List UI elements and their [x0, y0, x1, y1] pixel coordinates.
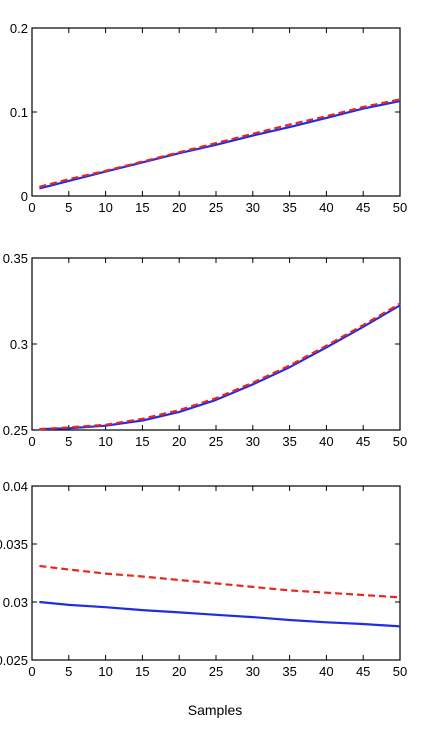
- x-tick-label: 0: [28, 434, 35, 449]
- x-tick-label: 0: [28, 200, 35, 215]
- x-tick-label: 25: [209, 200, 223, 215]
- y-tick-label: 0.2: [10, 21, 28, 36]
- series-line-solid-blue: [39, 304, 401, 431]
- x-tick-label: 50: [393, 664, 407, 679]
- y-tick-label: 0.035: [0, 537, 28, 552]
- x-tick-label: 40: [319, 200, 333, 215]
- x-tick-label: 15: [135, 200, 149, 215]
- x-axis-label-samples: Samples: [188, 702, 242, 718]
- x-tick-label: 30: [246, 200, 260, 215]
- x-tick-label: 5: [65, 664, 72, 679]
- x-tick-label: 50: [393, 434, 407, 449]
- x-tick-label: 10: [98, 434, 112, 449]
- series-line-solid-blue: [39, 600, 401, 628]
- x-tick-label: 40: [319, 434, 333, 449]
- x-tick-label: 45: [356, 434, 370, 449]
- chart-panel-2: 0 5 10 15 20 25 30 35 40 45 50 0.25 0.3 0.35: [3, 251, 408, 449]
- y-tick-label: 0.3: [10, 337, 28, 352]
- x-tick-label: 15: [135, 434, 149, 449]
- x-tick-label: 30: [246, 434, 260, 449]
- x-tick-label: 45: [356, 200, 370, 215]
- x-tick-label: 5: [65, 200, 72, 215]
- x-tick-label: 25: [209, 434, 223, 449]
- x-tick-label: 0: [28, 664, 35, 679]
- x-tick-label: 20: [172, 664, 186, 679]
- y-tick-label: 0.03: [3, 595, 28, 610]
- x-tick-label: 15: [135, 664, 149, 679]
- series-line-solid-blue: [39, 100, 401, 190]
- series-line-dashed-red: [39, 302, 401, 431]
- y-tick-label: 0.25: [3, 423, 28, 438]
- x-tick-label: 20: [172, 434, 186, 449]
- x-tick-label: 45: [356, 664, 370, 679]
- x-tick-label: 35: [282, 664, 296, 679]
- x-tick-label: 35: [282, 434, 296, 449]
- y-tick-label: 0.025: [0, 653, 28, 668]
- x-tick-label: 10: [98, 200, 112, 215]
- chart-panel-1: 0 5 10 15 20 25 30 35 40 45 50 0 0.1 0.2: [10, 21, 407, 215]
- series-line-dashed-red: [39, 564, 401, 599]
- y-tick-label: 0.1: [10, 105, 28, 120]
- y-tick-label: 0.04: [3, 479, 28, 494]
- x-tick-label: 5: [65, 434, 72, 449]
- x-tick-label: 35: [282, 200, 296, 215]
- y-tick-label: 0: [21, 189, 28, 204]
- y-tick-label: 0.35: [3, 251, 28, 266]
- plot-frame: [31, 485, 401, 661]
- x-tick-label: 30: [246, 664, 260, 679]
- x-tick-label: 25: [209, 664, 223, 679]
- x-tick-label: 20: [172, 200, 186, 215]
- x-tick-label: 50: [393, 200, 407, 215]
- x-tick-label: 40: [319, 664, 333, 679]
- chart-panel-3: 0 5 10 15 20 25 30 35 40 45 50 0.025 0.03 0.035 0.04: [0, 479, 407, 679]
- series-line-dashed-red: [39, 98, 401, 188]
- x-tick-label: 10: [98, 664, 112, 679]
- plot-frame: [31, 257, 401, 431]
